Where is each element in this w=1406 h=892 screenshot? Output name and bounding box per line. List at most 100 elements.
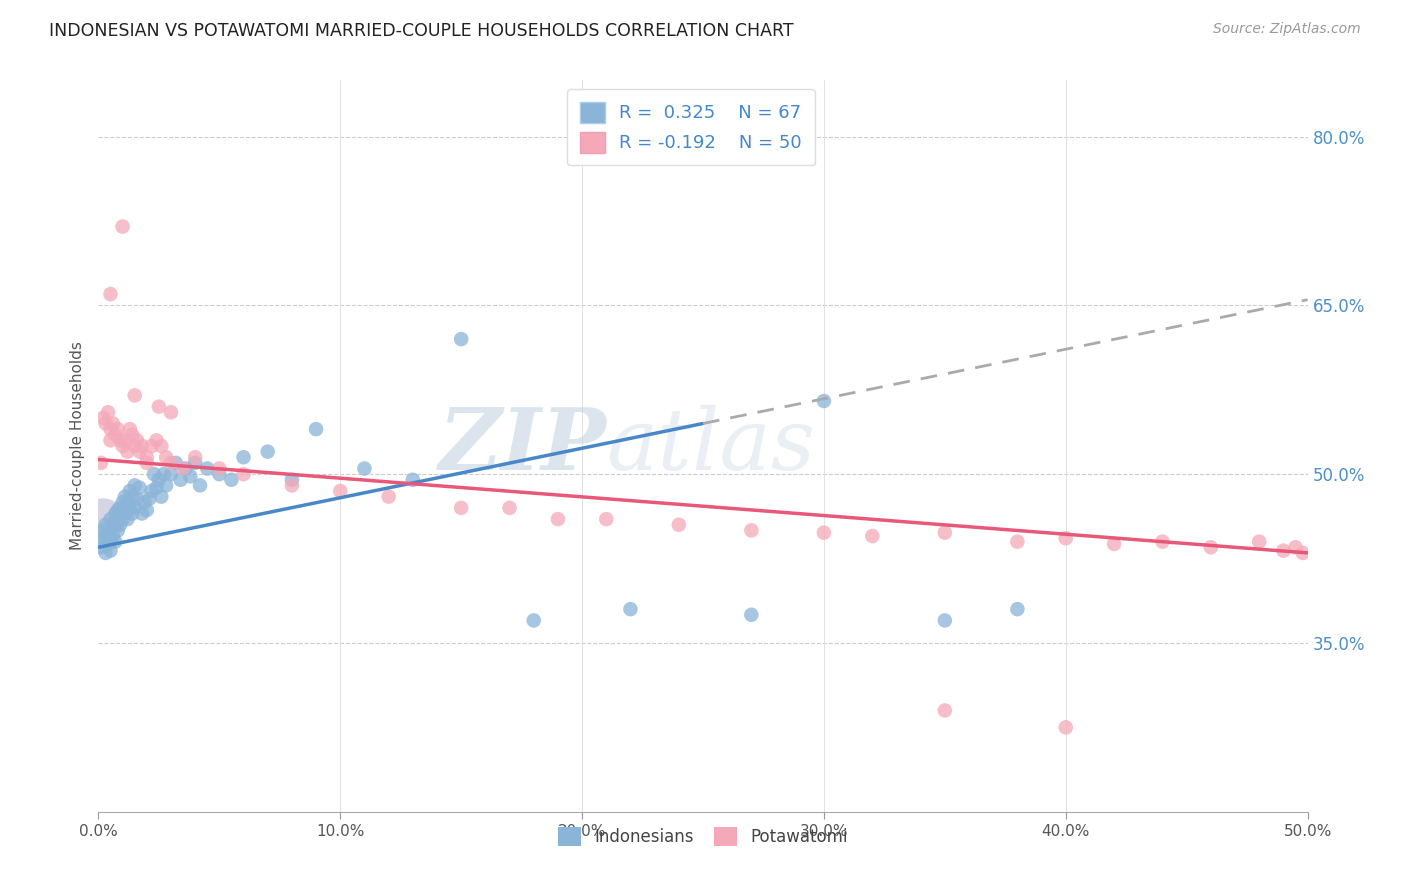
Point — [208, 461, 231, 475]
Point — [108, 500, 131, 515]
Point — [668, 517, 690, 532]
Point — [377, 490, 399, 504]
Point — [174, 461, 197, 475]
Point — [104, 507, 127, 521]
Point — [90, 541, 112, 555]
Point — [402, 473, 425, 487]
Point — [145, 481, 167, 495]
Point — [1284, 541, 1306, 555]
Point — [221, 473, 243, 487]
Point — [128, 444, 150, 458]
Point — [124, 478, 146, 492]
Text: atlas: atlas — [606, 405, 815, 487]
Point — [124, 388, 146, 402]
Text: Source: ZipAtlas.com: Source: ZipAtlas.com — [1213, 22, 1361, 37]
Point — [94, 417, 117, 431]
Point — [934, 614, 956, 628]
Point — [101, 529, 124, 543]
Point — [155, 450, 177, 465]
Point — [91, 524, 114, 538]
Point — [305, 422, 328, 436]
Point — [111, 219, 134, 234]
Point — [143, 467, 166, 482]
Point — [498, 500, 520, 515]
Point — [148, 473, 170, 487]
Point — [1054, 531, 1077, 545]
Point — [135, 456, 157, 470]
Point — [127, 491, 149, 506]
Point — [619, 602, 641, 616]
Point — [91, 512, 114, 526]
Point — [118, 483, 141, 498]
Point — [208, 467, 231, 482]
Point — [111, 512, 134, 526]
Point — [160, 467, 183, 482]
Point — [232, 467, 254, 482]
Point — [1007, 534, 1029, 549]
Point — [172, 461, 194, 475]
Point — [740, 524, 762, 538]
Point — [232, 450, 254, 465]
Point — [134, 495, 156, 509]
Point — [117, 444, 139, 458]
Point — [108, 434, 131, 448]
Point — [128, 481, 150, 495]
Point — [135, 450, 157, 465]
Point — [90, 456, 112, 470]
Point — [329, 483, 352, 498]
Point — [111, 439, 134, 453]
Point — [111, 495, 134, 509]
Point — [169, 473, 191, 487]
Point — [595, 512, 617, 526]
Point — [141, 439, 163, 453]
Point — [124, 439, 146, 453]
Point — [114, 490, 136, 504]
Point — [155, 478, 177, 492]
Point — [256, 444, 278, 458]
Point — [353, 461, 375, 475]
Point — [184, 450, 207, 465]
Point — [152, 467, 174, 482]
Point — [165, 456, 187, 470]
Point — [195, 461, 218, 475]
Point — [860, 529, 883, 543]
Point — [934, 703, 956, 717]
Point — [179, 469, 201, 483]
Point — [100, 512, 122, 526]
Point — [450, 332, 472, 346]
Point — [1272, 543, 1295, 558]
Point — [188, 478, 211, 492]
Point — [160, 405, 183, 419]
Point — [121, 507, 143, 521]
Point — [131, 439, 153, 453]
Point — [101, 517, 124, 532]
Point — [114, 507, 136, 521]
Text: INDONESIAN VS POTAWATOMI MARRIED-COUPLE HOUSEHOLDS CORRELATION CHART: INDONESIAN VS POTAWATOMI MARRIED-COUPLE … — [49, 22, 794, 40]
Point — [107, 524, 129, 538]
Text: ZIP: ZIP — [439, 404, 606, 488]
Point — [118, 422, 141, 436]
Point — [91, 534, 114, 549]
Point — [145, 434, 167, 448]
Point — [100, 543, 122, 558]
Point — [100, 434, 122, 448]
Point — [148, 400, 170, 414]
Point — [547, 512, 569, 526]
Point — [97, 405, 120, 419]
Point — [107, 503, 129, 517]
Point — [104, 534, 127, 549]
Point — [1292, 546, 1315, 560]
Point — [101, 417, 124, 431]
Point — [160, 456, 183, 470]
Point — [100, 287, 122, 301]
Point — [1054, 720, 1077, 734]
Y-axis label: Married-couple Households: Married-couple Households — [69, 342, 84, 550]
Point — [94, 517, 117, 532]
Point — [121, 427, 143, 442]
Point — [104, 427, 127, 442]
Point — [450, 500, 472, 515]
Point — [141, 483, 163, 498]
Point — [1152, 534, 1174, 549]
Point — [127, 434, 149, 448]
Point — [934, 525, 956, 540]
